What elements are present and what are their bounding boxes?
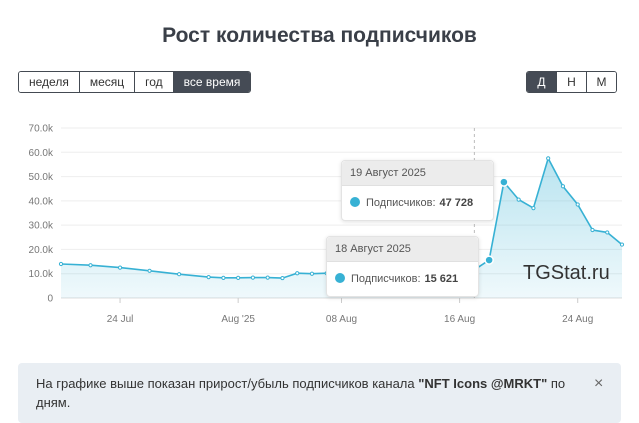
info-text-after: по дням.	[36, 376, 566, 410]
y-tick-label: 70.0k	[29, 124, 54, 135]
page-title: Рост количества подписчиков	[162, 24, 477, 47]
data-point[interactable]	[575, 202, 580, 207]
info-banner: На графике выше показан прирост/убыль по…	[18, 363, 621, 423]
y-tick-label: 50.0k	[29, 172, 54, 183]
group-tab-1[interactable]: Н	[557, 72, 587, 92]
group-tab-2[interactable]: М	[587, 72, 616, 92]
watermark: TGStat.ru	[523, 262, 610, 284]
data-point[interactable]	[117, 265, 123, 270]
range-tab-3[interactable]: все время	[173, 72, 251, 92]
range-tab-1[interactable]: месяц	[79, 72, 136, 92]
tooltip-peak: 19 Август 2025 Подписчиков: 47 728	[341, 160, 494, 221]
tooltip-value: 15 621	[424, 273, 459, 285]
info-channel-name: "NFT Icons @MRKT"	[418, 376, 548, 391]
close-icon[interactable]: ×	[594, 375, 604, 392]
info-text: На графике выше показан прирост/убыль по…	[36, 374, 576, 412]
x-tick-label: 24 Jul	[107, 314, 134, 325]
data-point[interactable]	[280, 275, 285, 281]
group-tab-0[interactable]: Д	[527, 72, 557, 92]
info-text-before: На графике выше показан прирост/убыль по…	[36, 376, 419, 391]
data-point[interactable]	[560, 184, 566, 189]
data-point[interactable]	[309, 271, 315, 276]
tooltip-date: 19 Август 2025	[342, 161, 493, 186]
range-tab-0[interactable]: неделя	[19, 72, 80, 92]
data-point[interactable]	[546, 156, 551, 161]
data-point[interactable]	[58, 261, 64, 267]
tooltip-value: 47 728	[439, 197, 474, 209]
tooltip-date: 18 Август 2025	[327, 237, 478, 262]
data-point[interactable]	[295, 271, 300, 276]
data-point[interactable]	[265, 275, 270, 280]
data-point[interactable]	[236, 275, 241, 280]
series-area	[61, 158, 622, 298]
x-tick-label: 16 Aug	[444, 314, 475, 325]
tooltip-label: Подписчиков:	[366, 197, 436, 209]
series-dot-icon	[350, 197, 360, 207]
y-tick-label: 0	[47, 294, 53, 305]
data-point[interactable]	[484, 255, 494, 265]
y-tick-label: 60.0k	[29, 148, 54, 159]
subscribers-chart[interactable]: 0 10.0k 20.0k 30.0k 40.0k 50.0k 60.0k 70.0k 24 J…	[0, 110, 639, 330]
tooltip-label: Подписчиков:	[351, 273, 421, 285]
x-tick-label: Aug '25	[221, 314, 255, 325]
data-point[interactable]	[250, 275, 256, 280]
tooltip-hover: 18 Август 2025 Подписчиков: 15 621	[326, 236, 479, 297]
data-point[interactable]	[619, 242, 625, 247]
x-tick-label: 08 Aug	[326, 314, 357, 325]
data-point[interactable]	[531, 206, 536, 211]
y-tick-label: 20.0k	[29, 245, 54, 256]
data-point[interactable]	[516, 197, 521, 202]
data-point[interactable]	[177, 272, 182, 277]
data-point[interactable]	[605, 230, 610, 235]
data-point[interactable]	[147, 268, 152, 273]
data-point[interactable]	[590, 227, 595, 233]
y-tick-label: 40.0k	[29, 196, 54, 207]
y-tick-label: 10.0k	[29, 269, 54, 280]
series-dot-icon	[335, 273, 345, 283]
range-selector: неделя месяц год все время	[18, 71, 252, 93]
data-point[interactable]	[221, 275, 226, 280]
y-tick-label: 30.0k	[29, 221, 54, 232]
range-tab-2[interactable]: год	[135, 72, 174, 92]
data-point[interactable]	[88, 263, 93, 268]
data-point[interactable]	[206, 275, 211, 280]
x-tick-label: 24 Aug	[562, 314, 593, 325]
data-point[interactable]	[499, 177, 509, 187]
